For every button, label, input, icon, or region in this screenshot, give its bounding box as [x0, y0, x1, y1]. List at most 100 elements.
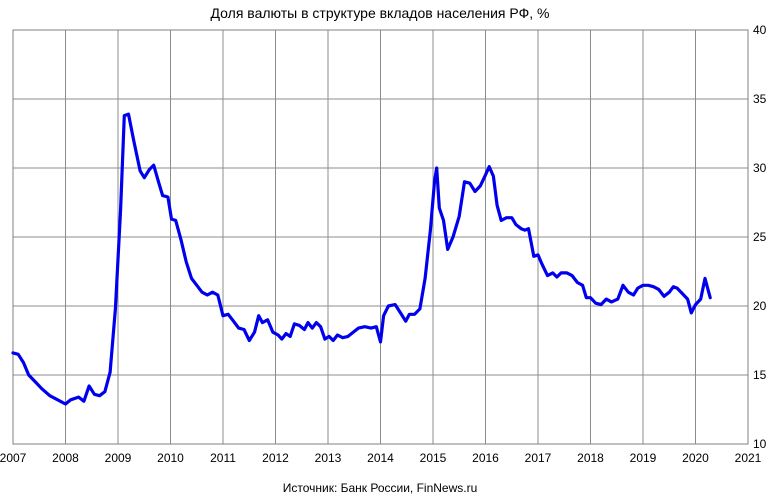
data-point — [243, 328, 245, 331]
data-point — [180, 239, 182, 241]
data-point — [41, 388, 43, 390]
data-point — [167, 196, 169, 198]
data-point — [88, 385, 90, 387]
data-point — [196, 284, 198, 287]
data-point — [83, 400, 85, 403]
data-point — [248, 339, 251, 342]
data-point — [541, 263, 543, 266]
data-point — [446, 248, 449, 251]
data-point — [589, 296, 592, 299]
data-point — [408, 313, 411, 316]
x-tick-label: 2008 — [52, 451, 79, 465]
data-point — [632, 294, 635, 296]
data-point — [158, 182, 160, 184]
data-point — [311, 327, 314, 329]
data-point — [576, 281, 579, 284]
data-point — [174, 219, 177, 222]
chart-source: Источник: Банк России, FinNews.ru — [283, 481, 478, 495]
plot-frame — [12, 29, 749, 445]
data-point — [261, 321, 264, 324]
data-point — [488, 165, 491, 168]
data-point — [336, 334, 339, 336]
y-tick-label: 35 — [753, 92, 767, 106]
data-point — [382, 314, 385, 317]
data-point — [206, 294, 209, 296]
data-point — [560, 272, 562, 274]
data-point — [652, 285, 655, 288]
data-point — [217, 294, 219, 296]
data-point — [119, 208, 122, 211]
data-point — [500, 219, 503, 222]
data-point — [332, 339, 335, 342]
data-point — [123, 114, 126, 117]
x-tick-label: 2019 — [630, 451, 657, 465]
y-tick-label: 15 — [753, 368, 767, 382]
data-point — [139, 170, 141, 172]
data-point — [152, 164, 155, 166]
data-point — [77, 396, 80, 398]
data-point — [594, 302, 597, 305]
data-point — [496, 204, 498, 207]
data-point — [419, 308, 421, 310]
data-point — [289, 335, 292, 338]
data-point — [170, 218, 173, 220]
data-point — [433, 179, 436, 182]
data-point — [114, 308, 117, 310]
data-point — [571, 274, 573, 277]
data-point — [676, 287, 678, 289]
data-point — [277, 334, 279, 336]
data-point — [458, 215, 461, 218]
data-point — [17, 353, 20, 356]
data-point — [352, 331, 355, 334]
data-point — [303, 328, 306, 331]
data-point — [109, 371, 111, 374]
data-point — [211, 291, 214, 294]
series-line-0 — [11, 112, 712, 406]
data-point — [148, 168, 151, 171]
data-point — [527, 227, 530, 230]
y-axis-ticks: 10 15 20 25 30 35 40 — [753, 23, 767, 451]
y-tick-label: 40 — [753, 23, 767, 37]
data-point — [132, 139, 135, 142]
data-point — [315, 321, 318, 324]
data-point — [266, 319, 269, 321]
data-point — [642, 284, 644, 287]
data-point — [370, 327, 372, 329]
x-tick-label: 2020 — [682, 451, 709, 465]
data-point — [637, 287, 639, 289]
data-point — [492, 175, 495, 178]
x-tick-label: 2007 — [0, 451, 27, 465]
data-point — [93, 393, 96, 396]
data-point — [533, 255, 535, 258]
data-point — [424, 277, 426, 280]
y-tick-label: 10 — [753, 437, 767, 451]
data-point — [324, 338, 326, 340]
data-point — [328, 335, 330, 338]
data-point — [566, 272, 568, 274]
data-point — [143, 176, 146, 179]
y-tick-label: 30 — [753, 161, 767, 175]
data-point — [484, 174, 487, 176]
data-point — [600, 303, 602, 306]
x-tick-label: 2010 — [157, 451, 184, 465]
data-point — [201, 291, 203, 294]
data-point — [185, 261, 187, 263]
x-axis-ticks: 2007 2008 2009 2010 2011 2012 2013 2014 2015 2016… — [0, 451, 762, 465]
data-point — [190, 277, 193, 280]
data-point — [681, 292, 684, 295]
data-point — [505, 216, 508, 219]
data-point — [394, 303, 397, 306]
data-point — [285, 332, 287, 335]
data-point — [272, 331, 274, 334]
data-point — [627, 291, 630, 294]
data-point — [49, 394, 51, 397]
data-point — [524, 229, 526, 231]
data-point — [690, 312, 693, 314]
x-tick-label: 2014 — [367, 451, 394, 465]
data-point — [357, 327, 360, 329]
data-point — [479, 185, 482, 187]
data-point — [438, 207, 441, 209]
data-point — [237, 327, 240, 329]
data-point — [281, 338, 283, 340]
